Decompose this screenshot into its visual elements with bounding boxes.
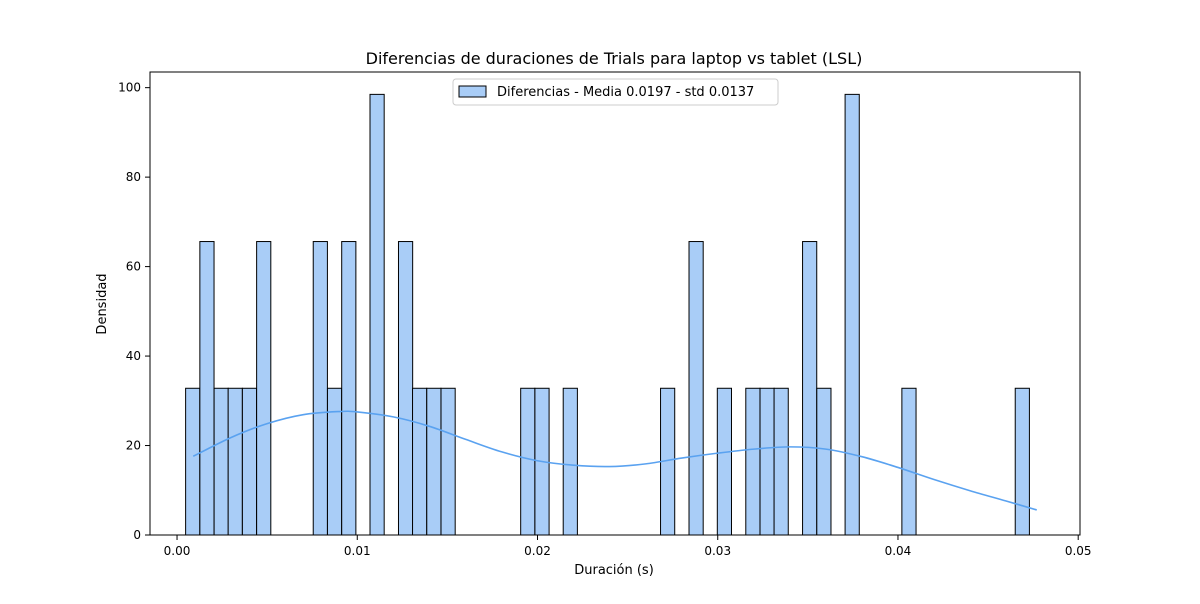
histogram-bar [745, 387, 761, 536]
histogram-bar [199, 241, 215, 536]
y-tick-label: 80 [126, 170, 141, 184]
histogram-bar [312, 241, 328, 536]
y-tick-label: 0 [133, 528, 141, 542]
histogram-bar [426, 387, 442, 536]
histogram-bar [412, 387, 428, 536]
x-axis-label: Duración (s) [574, 563, 654, 578]
histogram-bar [844, 93, 860, 536]
histogram-bar [716, 387, 732, 536]
histogram-bar [369, 93, 385, 536]
x-tick-label: 0.02 [524, 544, 551, 558]
histogram-bar [213, 387, 229, 536]
x-tick-label: 0.03 [704, 544, 731, 558]
x-tick-label: 0.01 [344, 544, 371, 558]
histogram-bar [901, 387, 917, 536]
histogram-bars [185, 93, 1030, 536]
histogram-bar [759, 387, 775, 536]
histogram-bar [802, 241, 818, 536]
histogram-bar [520, 387, 536, 536]
legend-swatch [458, 85, 487, 98]
histogram-bar [227, 387, 243, 536]
chart-title: Diferencias de duraciones de Trials para… [366, 49, 863, 68]
y-axis-label: Densidad [95, 273, 110, 334]
y-tick-label: 100 [118, 81, 141, 95]
histogram-bar [1014, 387, 1030, 536]
histogram-bar [816, 387, 832, 536]
histogram-bar [773, 387, 789, 536]
x-tick-label: 0.00 [164, 544, 191, 558]
x-tick-label: 0.04 [885, 544, 912, 558]
histogram-bar [256, 241, 272, 536]
kde-line [192, 410, 1037, 511]
x-axis-ticks: 0.00 0.01 0.02 0.03 0.04 0.05 [164, 535, 1092, 558]
histogram-bar [440, 387, 456, 536]
x-tick-label: 0.05 [1065, 544, 1092, 558]
histogram-bar [326, 387, 343, 536]
y-tick-label: 20 [126, 439, 141, 453]
y-axis-ticks: 0 20 40 60 80 100 [118, 81, 150, 542]
legend-box [452, 78, 779, 106]
y-tick-label: 60 [126, 260, 141, 274]
histogram-bar [341, 241, 357, 536]
kde-curve-group [192, 410, 1037, 511]
histogram-bar [241, 387, 258, 536]
histogram-bar [688, 241, 704, 536]
legend: Diferencias - Media 0.0197 - std 0.0137 [452, 78, 779, 106]
histogram-bar [562, 387, 578, 536]
histogram-bar [185, 387, 201, 536]
plot-frame [149, 71, 1081, 536]
legend-label: Diferencias - Media 0.0197 - std 0.0137 [497, 85, 754, 100]
histogram-bar [397, 241, 414, 536]
y-tick-label: 40 [126, 349, 141, 363]
